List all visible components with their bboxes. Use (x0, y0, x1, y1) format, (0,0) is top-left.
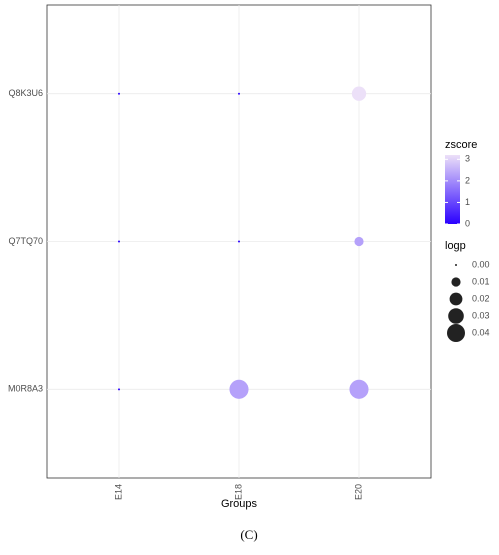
dot (238, 240, 240, 243)
size-key (449, 292, 463, 306)
x-tick-label: E14 (113, 484, 123, 500)
dot (229, 379, 249, 399)
x-axis-title: Groups (221, 498, 258, 510)
dot (118, 240, 120, 243)
x-tick-label: E20 (353, 484, 363, 500)
colorbar-label: 3 (465, 154, 470, 164)
y-tick-label: Q7TQ70 (8, 236, 43, 246)
colorbar-label: 2 (465, 175, 470, 185)
size-label: 0.00 (472, 259, 490, 269)
dot (354, 236, 364, 247)
y-tick-label: M0R8A3 (8, 384, 43, 394)
dot (118, 92, 120, 95)
dot (351, 86, 367, 101)
colorbar (445, 155, 460, 224)
size-label: 0.01 (472, 276, 490, 286)
size-legend-title: logp (445, 240, 466, 252)
size-label: 0.04 (472, 327, 490, 337)
colorbar-label: 1 (465, 197, 470, 207)
x-tick-label: E18 (233, 484, 243, 500)
dot (118, 388, 120, 391)
size-label: 0.03 (472, 310, 490, 320)
size-key (451, 277, 461, 287)
size-key (448, 308, 464, 324)
size-key (447, 324, 465, 342)
colorbar-label: 0 (465, 218, 470, 228)
size-label: 0.02 (472, 293, 490, 303)
y-tick-label: Q8K3U6 (8, 88, 43, 98)
caption: (C) (240, 527, 257, 542)
dot (238, 92, 240, 95)
color-legend-title: zscore (445, 139, 477, 151)
dot (349, 379, 369, 399)
size-key (455, 264, 457, 266)
